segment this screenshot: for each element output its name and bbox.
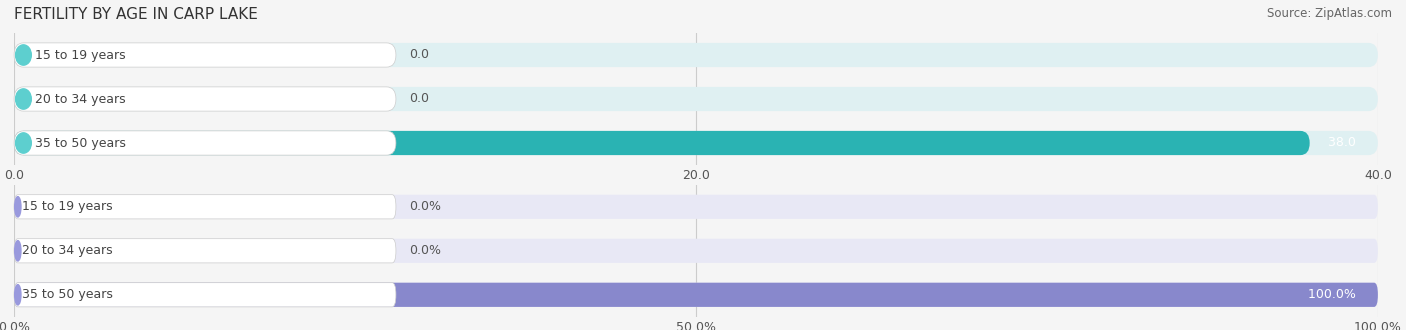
Circle shape — [15, 45, 31, 65]
Text: Source: ZipAtlas.com: Source: ZipAtlas.com — [1267, 7, 1392, 19]
Text: 0.0: 0.0 — [409, 49, 430, 61]
Circle shape — [14, 241, 21, 261]
FancyBboxPatch shape — [14, 239, 1378, 263]
Text: 0.0: 0.0 — [409, 92, 430, 106]
FancyBboxPatch shape — [14, 195, 396, 219]
Circle shape — [15, 133, 31, 153]
Text: 0.0%: 0.0% — [409, 244, 441, 257]
Text: 35 to 50 years: 35 to 50 years — [22, 288, 114, 301]
FancyBboxPatch shape — [14, 195, 1378, 219]
Text: FERTILITY BY AGE IN CARP LAKE: FERTILITY BY AGE IN CARP LAKE — [14, 7, 257, 21]
FancyBboxPatch shape — [14, 283, 1378, 307]
Circle shape — [14, 285, 21, 305]
Text: 20 to 34 years: 20 to 34 years — [22, 244, 112, 257]
Text: 100.0%: 100.0% — [1309, 288, 1364, 301]
Circle shape — [15, 89, 31, 109]
FancyBboxPatch shape — [14, 131, 396, 155]
Text: 20 to 34 years: 20 to 34 years — [35, 92, 125, 106]
FancyBboxPatch shape — [14, 283, 1378, 307]
FancyBboxPatch shape — [14, 43, 1378, 67]
FancyBboxPatch shape — [14, 43, 396, 67]
FancyBboxPatch shape — [14, 283, 396, 307]
FancyBboxPatch shape — [14, 87, 396, 111]
FancyBboxPatch shape — [14, 239, 396, 263]
Text: 15 to 19 years: 15 to 19 years — [35, 49, 125, 61]
Text: 0.0%: 0.0% — [409, 200, 441, 213]
Text: 38.0: 38.0 — [1329, 137, 1364, 149]
FancyBboxPatch shape — [14, 131, 1310, 155]
FancyBboxPatch shape — [14, 87, 1378, 111]
Text: 15 to 19 years: 15 to 19 years — [22, 200, 112, 213]
Text: 35 to 50 years: 35 to 50 years — [35, 137, 125, 149]
Circle shape — [14, 197, 21, 217]
FancyBboxPatch shape — [14, 131, 1378, 155]
